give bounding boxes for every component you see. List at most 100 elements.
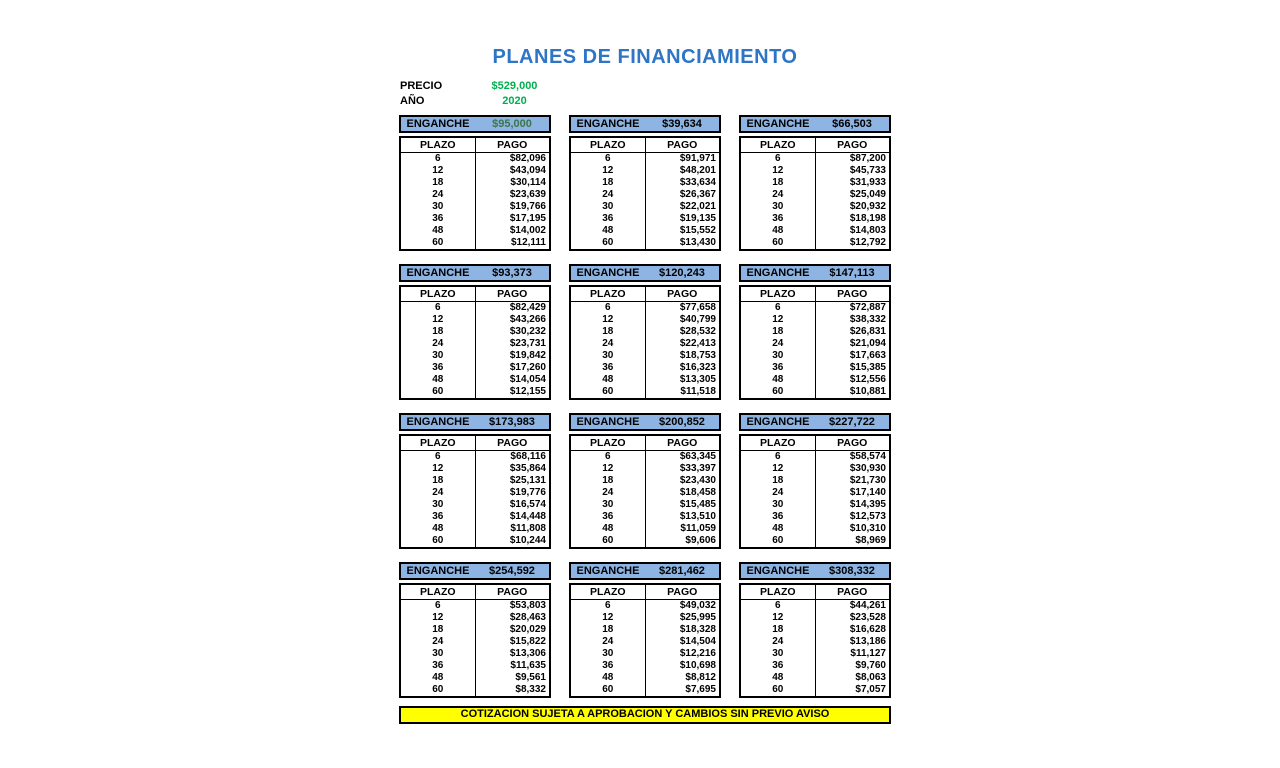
payment-row: 12 $28,463 bbox=[400, 612, 550, 624]
plazo-cell: 18 bbox=[400, 326, 476, 338]
plazo-cell: 6 bbox=[400, 301, 476, 314]
payment-row: 36 $15,385 bbox=[740, 362, 890, 374]
pago-cell: $33,634 bbox=[679, 177, 716, 188]
enganche-value: $93,373 bbox=[492, 267, 532, 279]
enganche-label: ENGANCHE bbox=[576, 416, 640, 428]
payment-row: 24 $21,094 bbox=[740, 338, 890, 350]
plazo-cell: 60 bbox=[570, 684, 646, 697]
plazo-cell: 36 bbox=[570, 660, 646, 672]
payment-row: 36 $9,760 bbox=[740, 660, 890, 672]
pago-cell: $21,094 bbox=[849, 338, 886, 349]
plan-card: ENGANCHE $95,000 PLAZO PAGO 6 $82,096 12 $4… bbox=[399, 115, 551, 251]
enganche-label: ENGANCHE bbox=[746, 267, 810, 279]
pago-cell: $18,753 bbox=[679, 350, 716, 361]
pago-column-header: PAGO bbox=[815, 584, 890, 600]
payment-row: 24 $17,140 bbox=[740, 487, 890, 499]
disclaimer-banner: COTIZACION SUJETA A APROBACION Y CAMBIOS… bbox=[399, 706, 891, 724]
pago-cell: $12,792 bbox=[849, 237, 886, 248]
plazo-cell: 48 bbox=[740, 374, 816, 386]
pago-cell: $26,831 bbox=[849, 326, 886, 337]
plazo-column-header: PLAZO bbox=[740, 584, 816, 600]
plazo-cell: 18 bbox=[740, 326, 816, 338]
pago-cell: $17,260 bbox=[509, 362, 546, 373]
pago-cell: $11,127 bbox=[850, 648, 886, 659]
payment-row: 12 $43,266 bbox=[400, 314, 550, 326]
payment-row: 12 $40,799 bbox=[570, 314, 720, 326]
plazo-cell: 18 bbox=[570, 624, 646, 636]
payment-row: 18 $33,634 bbox=[570, 177, 720, 189]
table-header-row: PLAZO PAGO bbox=[570, 286, 720, 302]
plazo-cell: 30 bbox=[570, 201, 646, 213]
payment-row: 48 $10,310 bbox=[740, 523, 890, 535]
enganche-value: $95,000 bbox=[492, 118, 532, 130]
plazo-cell: 48 bbox=[400, 523, 476, 535]
payment-row: 6 $82,429 bbox=[400, 301, 550, 314]
pago-cell: $58,574 bbox=[849, 451, 886, 462]
payment-row: 18 $30,114 bbox=[400, 177, 550, 189]
plazo-cell: 48 bbox=[740, 225, 816, 237]
pago-cell: $14,504 bbox=[679, 636, 716, 647]
plazo-cell: 24 bbox=[400, 338, 476, 350]
payment-row: 60 $12,155 bbox=[400, 386, 550, 399]
plan-card: ENGANCHE $66,503 PLAZO PAGO 6 $87,200 12 $4… bbox=[739, 115, 891, 251]
plazo-cell: 18 bbox=[570, 475, 646, 487]
pago-cell: $15,485 bbox=[679, 499, 716, 510]
pago-cell: $72,887 bbox=[849, 302, 886, 313]
plazo-cell: 60 bbox=[740, 237, 816, 250]
pago-cell: $16,574 bbox=[509, 499, 546, 510]
payment-row: 30 $20,932 bbox=[740, 201, 890, 213]
payment-table: PLAZO PAGO 6 $58,574 12 $30,930 18 $21,730 24 $… bbox=[739, 434, 891, 549]
payment-row: 18 $16,628 bbox=[740, 624, 890, 636]
payment-row: 48 $9,561 bbox=[400, 672, 550, 684]
payment-row: 24 $19,776 bbox=[400, 487, 550, 499]
year-row: AÑO 2020 bbox=[400, 93, 550, 108]
enganche-value: $227,722 bbox=[829, 416, 875, 428]
payment-row: 60 $10,881 bbox=[740, 386, 890, 399]
payment-row: 36 $10,698 bbox=[570, 660, 720, 672]
plazo-cell: 30 bbox=[400, 648, 476, 660]
page-title: PLANES DE FINANCIAMIENTO bbox=[492, 46, 798, 68]
payment-row: 24 $15,822 bbox=[400, 636, 550, 648]
pago-cell: $7,057 bbox=[855, 684, 886, 695]
enganche-value: $308,332 bbox=[829, 565, 875, 577]
pago-cell: $11,518 bbox=[680, 386, 716, 397]
enganche-header: ENGANCHE $120,243 bbox=[569, 264, 721, 282]
plazo-cell: 6 bbox=[400, 152, 476, 165]
pago-cell: $11,635 bbox=[510, 660, 546, 671]
payment-row: 30 $18,753 bbox=[570, 350, 720, 362]
payment-table: PLAZO PAGO 6 $91,971 12 $48,201 18 $33,634 24 $… bbox=[569, 136, 721, 251]
pago-column-header: PAGO bbox=[475, 137, 550, 153]
plazo-cell: 6 bbox=[400, 599, 476, 612]
payment-row: 12 $25,995 bbox=[570, 612, 720, 624]
price-row: PRECIO $529,000 bbox=[400, 78, 550, 93]
pago-cell: $26,367 bbox=[679, 189, 716, 200]
plan-card: ENGANCHE $120,243 PLAZO PAGO 6 $77,658 12 $… bbox=[569, 264, 721, 400]
plan-card: ENGANCHE $254,592 PLAZO PAGO 6 $53,803 12 $… bbox=[399, 562, 551, 698]
payment-row: 18 $23,430 bbox=[570, 475, 720, 487]
plazo-cell: 60 bbox=[400, 684, 476, 697]
payment-row: 6 $77,658 bbox=[570, 301, 720, 314]
payment-row: 48 $14,002 bbox=[400, 225, 550, 237]
plazo-cell: 48 bbox=[400, 225, 476, 237]
plazo-cell: 60 bbox=[400, 237, 476, 250]
payment-row: 60 $13,430 bbox=[570, 237, 720, 250]
enganche-header: ENGANCHE $308,332 bbox=[739, 562, 891, 580]
pago-cell: $28,463 bbox=[509, 612, 546, 623]
payment-row: 30 $12,216 bbox=[570, 648, 720, 660]
pago-cell: $14,054 bbox=[509, 374, 546, 385]
plazo-cell: 12 bbox=[400, 612, 476, 624]
pago-cell: $38,332 bbox=[849, 314, 886, 325]
plazo-cell: 12 bbox=[570, 165, 646, 177]
plazo-cell: 12 bbox=[740, 314, 816, 326]
plazo-cell: 6 bbox=[570, 301, 646, 314]
plazo-cell: 30 bbox=[400, 350, 476, 362]
enganche-header: ENGANCHE $200,852 bbox=[569, 413, 721, 431]
pago-cell: $33,397 bbox=[679, 463, 716, 474]
plazo-column-header: PLAZO bbox=[400, 584, 476, 600]
plazo-cell: 6 bbox=[400, 450, 476, 463]
payment-table: PLAZO PAGO 6 $82,096 12 $43,094 18 $30,114 24 $… bbox=[399, 136, 551, 251]
plazo-cell: 30 bbox=[740, 201, 816, 213]
payment-row: 36 $17,195 bbox=[400, 213, 550, 225]
plan-card: ENGANCHE $39,634 PLAZO PAGO 6 $91,971 12 $4… bbox=[569, 115, 721, 251]
plazo-cell: 24 bbox=[740, 636, 816, 648]
